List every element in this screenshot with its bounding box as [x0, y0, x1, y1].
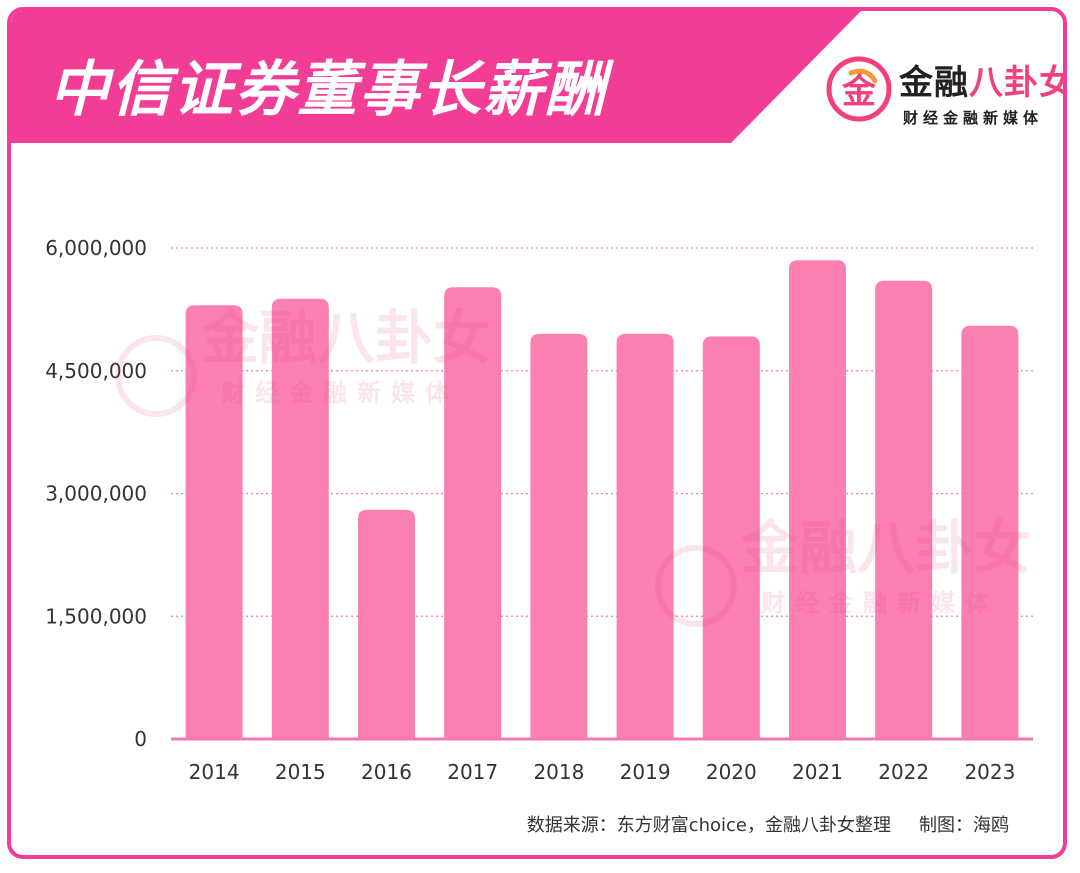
brand-name-accent: 八卦女 [969, 63, 1067, 103]
bar-2014 [185, 305, 243, 739]
x-tick-label: 2014 [189, 760, 240, 784]
bar-2019 [616, 333, 674, 739]
x-tick-label: 2020 [706, 760, 757, 784]
bar-2017 [444, 287, 502, 739]
chart-title: 中信证券董事长薪酬 [49, 55, 607, 125]
y-tick-label: 6,000,000 [45, 236, 147, 260]
bar-2018 [530, 333, 588, 739]
y-tick-label: 4,500,000 [45, 359, 147, 383]
brand-name-main: 金融 [899, 63, 969, 103]
brand-logo-glyph: 金 [841, 72, 877, 112]
x-tick-label: 2017 [447, 760, 498, 784]
title-banner [11, 11, 861, 143]
y-tick-label: 1,500,000 [45, 604, 147, 628]
x-tick-label: 2016 [361, 760, 412, 784]
chart-frame: 中信证券董事长薪酬 金 金融八卦女 财经金融新媒体 0 1,500,000 3,00… [7, 7, 1067, 859]
bar-2022 [875, 280, 933, 739]
x-tick-label: 2023 [964, 760, 1015, 784]
x-tick-label: 2019 [620, 760, 671, 784]
y-tick-label: 3,000,000 [45, 482, 147, 506]
bar-2020 [702, 336, 760, 739]
bar-2015 [271, 298, 329, 739]
bar-2023 [961, 325, 1019, 739]
chart-author: 制图：海鸥 [919, 815, 1009, 836]
brand-logo-icon: 金 [826, 56, 892, 122]
y-tick-label: 0 [134, 727, 147, 751]
x-tick-label: 2018 [533, 760, 584, 784]
source-text: 数据来源：东方财富choice，金融八卦女整理 [526, 815, 891, 836]
x-tick-label: 2022 [878, 760, 929, 784]
brand-name: 金融八卦女 [899, 55, 1067, 104]
bar-2016 [358, 509, 415, 739]
bar-2021 [789, 260, 846, 739]
x-tick-label: 2015 [275, 760, 326, 784]
bar-chart: 0 1,500,000 3,000,000 4,500,000 6,000,000 201… [45, 236, 1033, 784]
source-note: 数据来源：东方财富choice，金融八卦女整理 制图：海鸥 [527, 811, 1009, 837]
brand-logo: 金 金融八卦女 财经金融新媒体 [823, 53, 1063, 135]
x-tick-label: 2021 [792, 760, 843, 784]
brand-subtitle: 财经金融新媒体 [903, 109, 1044, 127]
